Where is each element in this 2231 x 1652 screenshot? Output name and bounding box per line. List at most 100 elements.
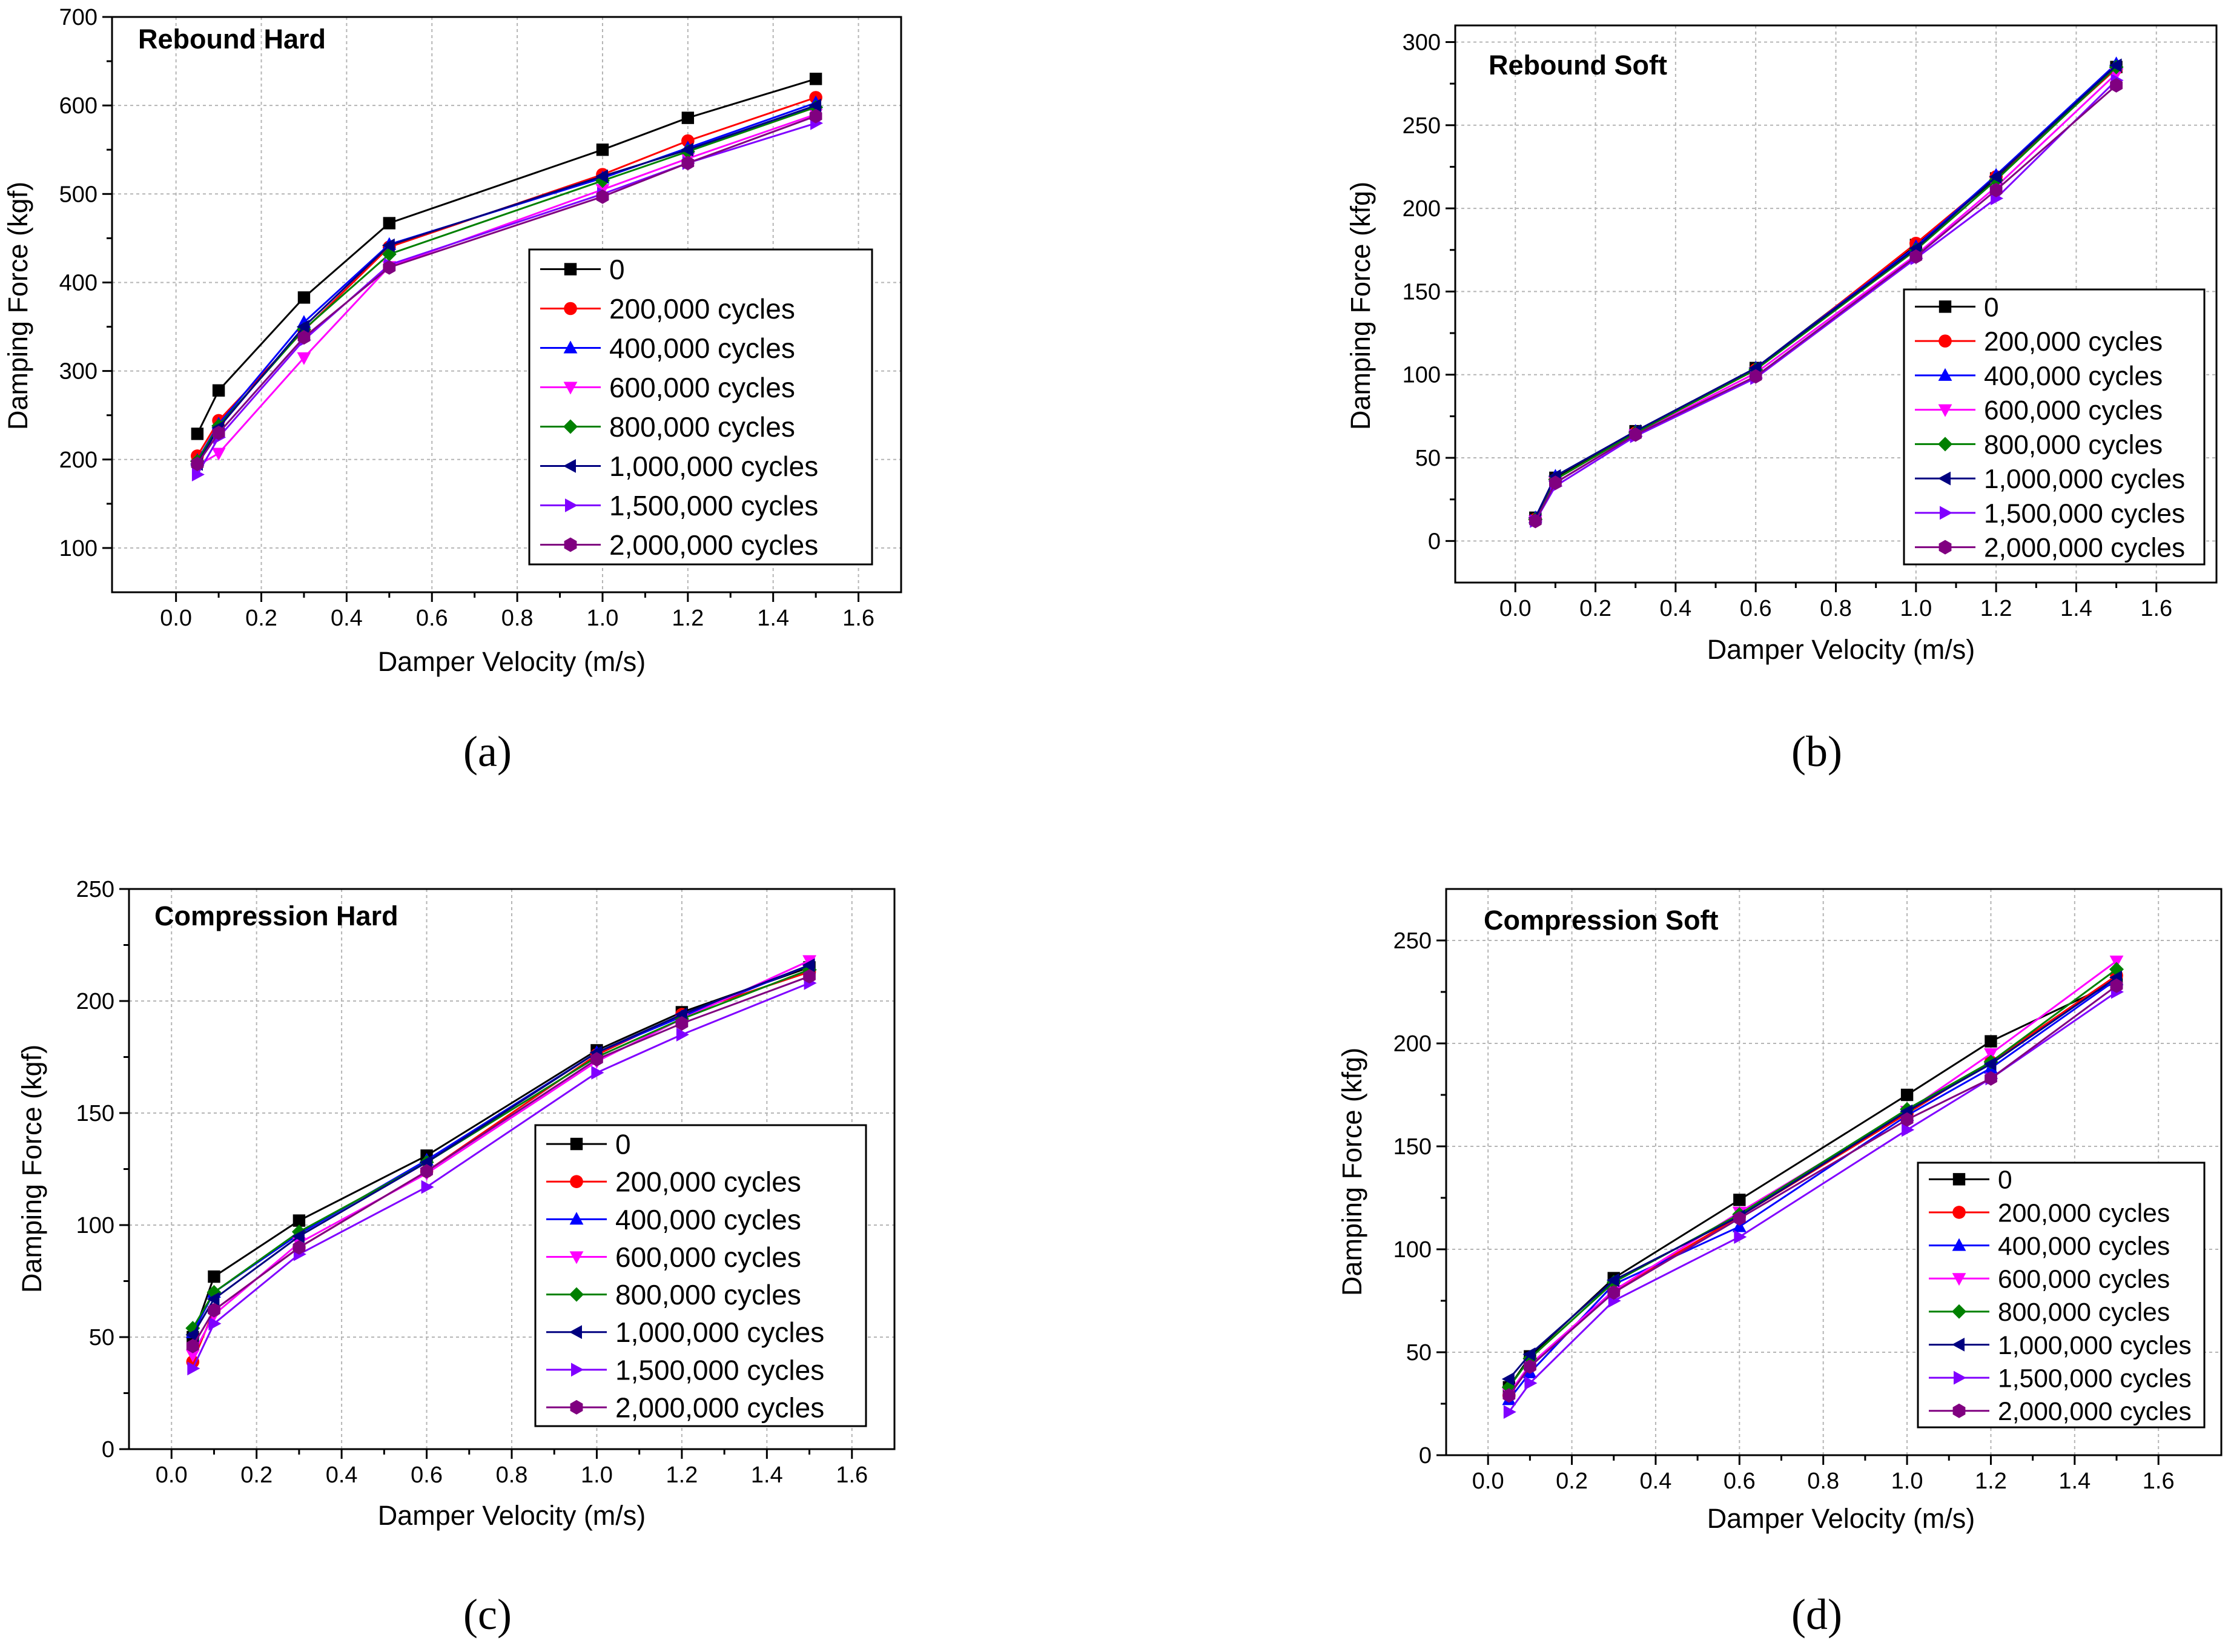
data-point xyxy=(1989,170,2002,184)
data-point xyxy=(591,1066,604,1080)
data-point xyxy=(383,217,396,230)
y-tick-label: 600 xyxy=(59,93,98,119)
data-point xyxy=(291,1229,305,1243)
legend-marker xyxy=(1938,540,1952,555)
data-point xyxy=(1629,427,1642,442)
data-point xyxy=(1501,1372,1515,1386)
legend-marker xyxy=(1938,437,1952,452)
data-point xyxy=(596,189,609,204)
x-tick-label: 0.0 xyxy=(160,606,192,631)
legend-marker xyxy=(564,302,577,316)
data-point xyxy=(1524,1376,1538,1390)
legend: 0 200,000 cycles 400,000 cycles 600,000 cyc… xyxy=(1917,1161,2206,1429)
data-point xyxy=(803,969,816,984)
data-point xyxy=(1503,1405,1516,1419)
legend-label: 1,500,000 cycles xyxy=(1998,1364,2192,1393)
x-tick-label: 1.2 xyxy=(1975,1469,2007,1494)
data-point xyxy=(680,142,693,157)
legend-marker xyxy=(565,498,578,512)
chart-title: Rebound Soft xyxy=(1489,50,1667,81)
legend-label: 600,000 cycles xyxy=(615,1241,801,1273)
data-point xyxy=(1733,1211,1746,1226)
data-point xyxy=(185,1327,199,1342)
chart-panel-b: 0.0 0.2 0.4 0.6 0.8 1.0 1.2 1.4 1.6 0 50 100 150 200 2… xyxy=(1345,24,2218,776)
data-point xyxy=(293,1214,306,1227)
data-point xyxy=(1607,1285,1621,1300)
x-axis-label: Damper Velocity (m/s) xyxy=(378,1500,646,1531)
legend-label: 1,000,000 cycles xyxy=(1998,1331,2192,1360)
x-tick-label: 0.6 xyxy=(1724,1469,1756,1494)
legend-marker xyxy=(570,1399,583,1415)
x-tick-label: 1.6 xyxy=(836,1462,868,1488)
data-point xyxy=(1985,1071,1997,1086)
series-7 xyxy=(1529,78,2123,529)
y-axis-label: Damping Force (kfg) xyxy=(1337,1048,1367,1296)
data-point xyxy=(809,73,822,85)
legend-label: 200,000 cycles xyxy=(1998,1198,2170,1227)
chart-panel-c: 0.0 0.2 0.4 0.6 0.8 1.0 1.2 1.4 1.6 0 50 100 150 200 2… xyxy=(16,877,896,1639)
data-point xyxy=(383,260,396,275)
data-point xyxy=(1732,1219,1747,1232)
y-tick-label: 700 xyxy=(59,5,98,30)
y-tick-label: 50 xyxy=(1406,1340,1432,1366)
legend-marker xyxy=(1952,1173,1966,1186)
y-axis-label: Damping Force (kgf) xyxy=(2,182,33,430)
data-point xyxy=(1524,1359,1536,1374)
legend-label: 1,500,000 cycles xyxy=(615,1354,824,1386)
data-point xyxy=(296,320,309,334)
x-tick-label: 0.0 xyxy=(1472,1469,1504,1494)
legend-marker xyxy=(1938,404,1952,417)
y-tick-label: 100 xyxy=(1403,363,1441,388)
legend-marker xyxy=(1952,1338,1965,1352)
data-point xyxy=(208,1317,222,1331)
legend-label: 1,500,000 cycles xyxy=(609,490,818,521)
chart-title: Compression Hard xyxy=(154,900,398,931)
legend-marker xyxy=(570,1175,583,1188)
y-tick-label: 200 xyxy=(1393,1031,1432,1057)
x-tick-label: 0.2 xyxy=(1556,1469,1588,1494)
legend-box xyxy=(1903,288,2206,566)
x-tick-label: 0.4 xyxy=(1640,1469,1672,1494)
x-tick-label: 0.0 xyxy=(156,1462,188,1488)
data-point xyxy=(420,1164,433,1179)
legend-marker xyxy=(563,459,576,473)
y-tick-label: 0 xyxy=(1428,529,1441,554)
data-point xyxy=(1985,1035,1997,1048)
data-point xyxy=(1900,1112,1914,1127)
x-tick-label: 1.2 xyxy=(666,1462,698,1488)
y-tick-label: 0 xyxy=(102,1437,114,1462)
legend-marker xyxy=(1954,1370,1966,1385)
chart-title: Rebound Hard xyxy=(138,24,326,55)
x-tick-label: 1.0 xyxy=(587,606,619,631)
legend-label: 800,000 cycles xyxy=(615,1279,801,1310)
data-point xyxy=(297,291,311,304)
legend: 0 200,000 cycles 400,000 cycles 600,000 cyc… xyxy=(534,1124,867,1427)
data-point xyxy=(1984,1048,1998,1061)
x-tick-label: 1.6 xyxy=(2140,596,2172,621)
x-tick-label: 1.4 xyxy=(757,606,789,631)
legend-label: 0 xyxy=(1984,292,1999,322)
series-0 xyxy=(191,73,822,440)
legend-label: 800,000 cycles xyxy=(1984,430,2163,460)
data-point xyxy=(421,1180,434,1194)
plot-frame xyxy=(111,16,902,593)
y-axis-label: Damping Force (kfg) xyxy=(1345,182,1376,430)
y-tick-label: 150 xyxy=(1393,1134,1432,1160)
legend-marker xyxy=(569,1251,584,1264)
y-tick-label: 500 xyxy=(59,182,98,207)
x-tick-label: 0.2 xyxy=(245,606,277,631)
data-point xyxy=(681,156,695,171)
x-axis-label: Damper Velocity (m/s) xyxy=(1707,634,1975,665)
legend-label: 400,000 cycles xyxy=(615,1204,801,1235)
data-point xyxy=(802,958,815,973)
data-point xyxy=(212,425,225,440)
x-tick-label: 1.4 xyxy=(2060,596,2092,621)
x-tick-label: 0.0 xyxy=(1499,596,1532,621)
data-point xyxy=(207,1292,220,1306)
x-tick-label: 1.0 xyxy=(1900,596,1932,621)
x-tick-label: 0.4 xyxy=(326,1462,358,1488)
x-tick-label: 0.8 xyxy=(1807,1469,1839,1494)
data-point xyxy=(211,448,226,461)
legend-label: 0 xyxy=(1998,1166,2012,1195)
legend-marker xyxy=(563,382,578,395)
